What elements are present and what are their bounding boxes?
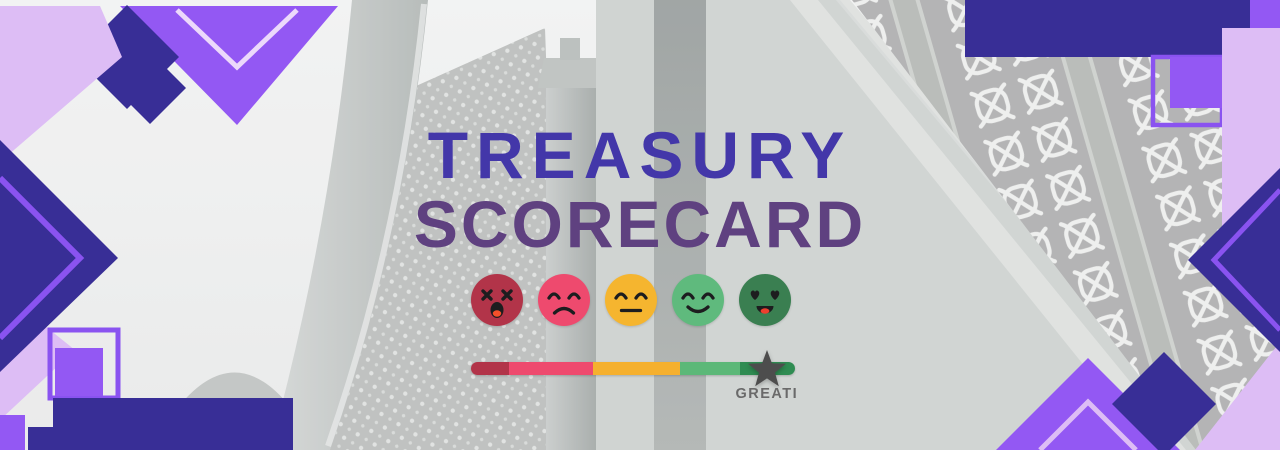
dead-face-icon <box>471 274 523 326</box>
rating-sad-face[interactable] <box>538 274 590 326</box>
scale-segment <box>509 362 593 375</box>
scale-segment <box>592 362 680 375</box>
rating-faces <box>471 274 791 326</box>
rating-neutral-face[interactable] <box>605 274 657 326</box>
rating-love-face[interactable] <box>739 274 791 326</box>
title-line-1: TREASURY <box>427 118 853 192</box>
star-marker-icon[interactable] <box>746 349 788 391</box>
sad-face-icon <box>538 274 590 326</box>
rating-dead-face[interactable] <box>471 274 523 326</box>
scale-segment <box>471 362 510 375</box>
scale-segment <box>679 362 740 375</box>
love-face-icon <box>739 274 791 326</box>
happy-face-icon <box>672 274 724 326</box>
title-line-2: SCORECARD <box>413 187 867 261</box>
scale-label: GREATI <box>735 386 799 402</box>
page-title: TREASURY SCORECARD <box>0 121 1280 259</box>
neutral-face-icon <box>605 274 657 326</box>
rating-happy-face[interactable] <box>672 274 724 326</box>
rating-scale: GREATI <box>471 349 799 409</box>
